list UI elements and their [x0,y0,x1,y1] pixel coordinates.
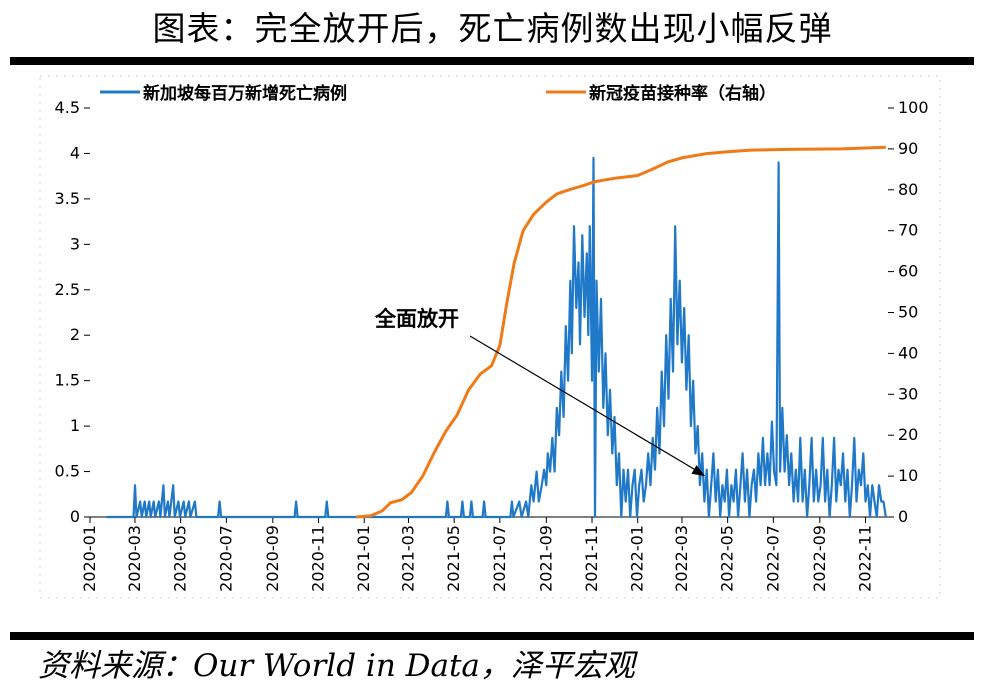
x-tick-label: 2021-09 [536,525,555,592]
daily-deaths-line [106,156,887,519]
chart-area: 0 0.5 1 1.5 2 2.5 3 3.5 4 4.5 0 10 20 30 40 50 60 70 80 90 1… [39,75,941,599]
y-right-tick-label: 50 [898,303,918,322]
y-right-tick-label: 20 [898,425,918,444]
x-tick-label: 2020-01 [80,525,99,592]
x-tick-label: 2021-07 [490,525,509,592]
x-tick-label: 2021-11 [582,525,601,592]
x-tick-label: 2020-09 [263,525,282,592]
y-left-tick-label: 2 [70,325,80,344]
legend-label-vaccination: 新冠疫苗接种率（右轴） [589,83,776,104]
y-right-tick-label: 0 [898,507,908,526]
x-tick-label: 2021-03 [398,525,417,592]
annotation-arrow-line [469,335,700,473]
y-left-tick-label: 0 [70,507,80,526]
y-right-tick-label: 30 [898,384,918,403]
series-layer [106,145,887,519]
x-tick-label: 2022-03 [672,525,691,592]
x-tick-label: 2020-07 [216,525,235,592]
y-right-tick-label: 10 [898,466,918,485]
y-right-tick-label: 100 [898,98,929,117]
y-left-tick-label: 2.5 [55,280,80,299]
y-left-tick-label: 3 [70,234,80,253]
bottom-rule [10,632,974,640]
x-tick-label: 2022-07 [763,525,782,592]
x-tick-label: 2021-05 [444,525,463,592]
axes: 0 0.5 1 1.5 2 2.5 3 3.5 4 4.5 0 10 20 30 40 50 60 70 80 90 1… [55,98,929,592]
chart-frame [39,75,941,599]
y-left-tick-label: 3.5 [55,189,80,208]
annotation-label: 全面放开 [374,307,459,331]
grid-lines [39,75,941,599]
top-rule [10,57,974,65]
legend-label-deaths: 新加坡每百万新增死亡病例 [143,83,347,104]
y-right-tick-label: 70 [898,221,918,240]
legend: 新加坡每百万新增死亡病例 新冠疫苗接种率（右轴） [100,83,776,104]
x-tick-label: 2022-09 [810,525,829,592]
y-left-tick-label: 1 [70,416,80,435]
x-tick-label: 2021-01 [354,525,373,592]
x-tick-label: 2020-03 [125,525,144,592]
vaccination-rate-line [355,145,886,519]
x-tick-label: 2022-01 [628,525,647,592]
y-left-tick-label: 0.5 [55,462,80,481]
y-right-tick-label: 80 [898,180,918,199]
x-tick-label: 2022-05 [718,525,737,592]
y-left-tick-label: 4 [70,143,80,162]
x-tick-label: 2022-11 [856,525,875,592]
y-left-tick-label: 4.5 [55,98,80,117]
y-right-tick-label: 40 [898,343,918,362]
y-left-tick-label: 1.5 [55,371,80,390]
x-tick-label: 2020-11 [309,525,328,592]
x-tick-label: 2020-05 [171,525,190,592]
annotation-layer: 全面放开 [374,307,706,477]
y-right-tick-label: 60 [898,262,918,281]
chart-title: 图表：完全放开后，死亡病例数出现小幅反弹 [152,9,833,48]
annotation-arrow-head [691,465,706,477]
y-right-tick-label: 90 [898,139,918,158]
source-note: 资料来源：Our World in Data，泽平宏观 [38,648,635,684]
